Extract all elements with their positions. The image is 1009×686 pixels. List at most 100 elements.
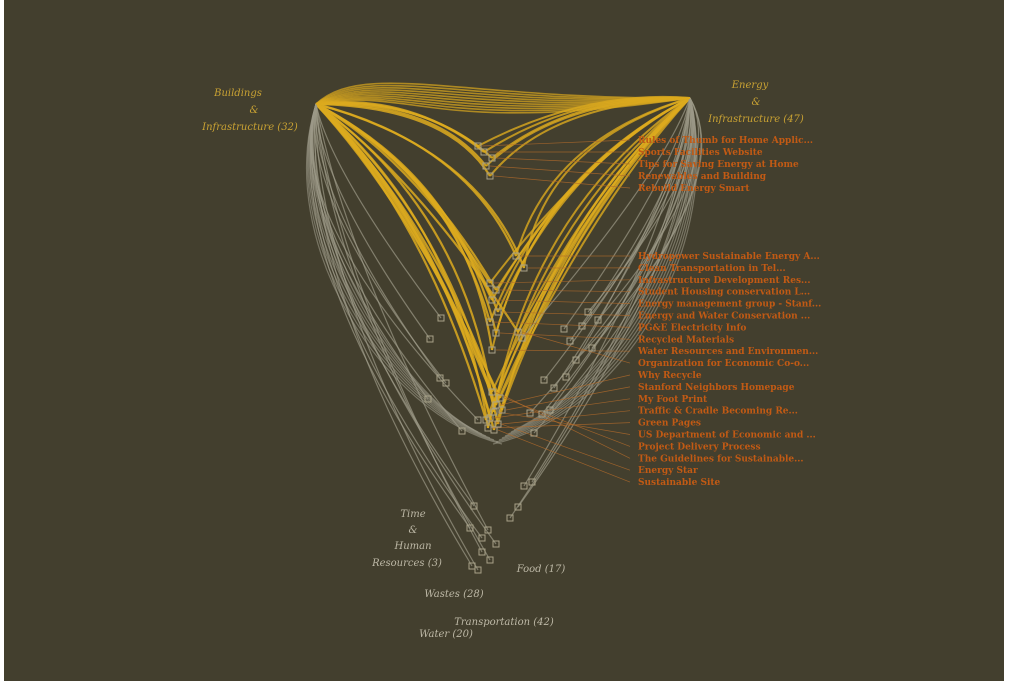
leader-line — [495, 157, 631, 165]
node-square — [494, 308, 502, 316]
node-square — [498, 406, 506, 414]
leaf-label-main-15: US Department of Economic and ... — [638, 431, 816, 441]
category-time-line-2: & — [409, 525, 418, 536]
edge-outline-right — [504, 97, 695, 437]
node-square — [520, 482, 528, 490]
node-square — [490, 408, 498, 416]
edge-outline-right — [492, 97, 698, 445]
node-square — [550, 384, 558, 392]
category-time-line-4: Resources (3) — [371, 558, 442, 569]
leaf-label-main-7: Recycled Materials — [638, 335, 734, 345]
edge-grey — [531, 97, 691, 483]
leaf-label-main-16: Project Delivery Process — [638, 442, 761, 452]
edge-top-arc — [315, 97, 691, 112]
edge-outline-left — [312, 103, 475, 431]
node-square — [546, 406, 554, 414]
edge-top-arc — [315, 89, 691, 105]
node-square — [482, 162, 490, 170]
node-square — [562, 373, 570, 381]
node-square — [506, 514, 514, 522]
edge-top-arc — [315, 96, 691, 110]
node-square — [474, 566, 482, 574]
edge-grey — [563, 97, 691, 330]
edge-top-arc — [315, 94, 691, 108]
edge-grey — [315, 103, 489, 531]
edge-top-arc — [315, 97, 691, 114]
edge-right-gold — [499, 97, 691, 399]
edges-layer — [306, 82, 703, 571]
leader-line — [493, 321, 631, 328]
leaf-label-main-19: Sustainable Site — [638, 478, 721, 488]
edge-outline-left — [306, 103, 499, 443]
leaf-label-main-9: Organization for Economic Co-o... — [638, 359, 809, 369]
diagram-canvas: Buildings & Infrastructure (32) Energy &… — [4, 0, 1004, 681]
edge-grey — [509, 97, 691, 519]
node-square — [437, 314, 445, 322]
leader-line — [489, 165, 631, 177]
leader-line — [497, 429, 631, 483]
leader-line — [481, 139, 631, 147]
edge-grey — [314, 103, 497, 545]
edge-grey — [315, 103, 483, 553]
leader-line — [499, 332, 631, 340]
category-food: Food (17) — [516, 564, 566, 575]
node-square — [578, 322, 586, 330]
category-wastes: Wastes (28) — [424, 589, 483, 600]
edge-top-arc — [315, 82, 691, 105]
edge-top-arc — [315, 87, 691, 105]
node-square — [494, 420, 502, 428]
node-square — [572, 356, 580, 364]
edge-grey — [521, 97, 691, 339]
category-energy-line-1: Energy — [731, 80, 769, 91]
leader-line — [499, 289, 631, 293]
node-square — [436, 374, 444, 382]
edge-grey — [315, 103, 479, 571]
category-buildings-line-2: & — [250, 105, 259, 116]
node-square — [470, 502, 478, 510]
edge-left-gold — [315, 103, 494, 351]
edge-outline-left — [309, 103, 487, 437]
leader-line — [493, 398, 631, 419]
edge-outline-left — [307, 103, 495, 441]
edge-grey — [312, 103, 475, 507]
leaf-label-main-10: Why Recycle — [637, 371, 702, 381]
edge-grey — [315, 103, 491, 561]
leaf-label-main-13: Traffic & Cradle Becoming Re... — [638, 407, 798, 417]
node-square — [490, 426, 498, 434]
node-square — [486, 556, 494, 564]
leaf-label-main-5: Energy and Water Conservation ... — [638, 312, 810, 322]
node-square — [478, 548, 486, 556]
edge-right-gold — [493, 97, 691, 431]
leaf-label-main-12: My Foot Print — [638, 395, 708, 405]
leaf-labels: Rules of Thumb for Home Applic... Sports … — [637, 136, 821, 488]
leaf-label-main-18: Energy Star — [638, 466, 698, 476]
node-square — [588, 344, 596, 352]
edge-top-arc — [315, 91, 691, 105]
leader-line — [493, 279, 631, 284]
category-buildings-line-1: Buildings — [213, 88, 262, 99]
edge-left-gold — [315, 103, 496, 431]
leaf-label-top-3: Renewables and Building — [638, 172, 767, 182]
leader-line — [497, 411, 631, 435]
node-square — [526, 409, 534, 417]
edge-top-arc — [315, 93, 691, 106]
edge-right-gold — [491, 97, 691, 351]
node-square — [566, 337, 574, 345]
leader-line — [495, 349, 631, 352]
node-square — [488, 154, 496, 162]
leaf-label-main-0: Hydropower Sustainable Energy A... — [638, 252, 820, 262]
leader-line — [491, 422, 631, 429]
leaf-label-main-17: The Guidelines for Sustainable... — [638, 454, 804, 464]
node-square — [514, 503, 522, 511]
edge-outline-right — [510, 97, 693, 433]
edge-top-arc — [315, 84, 691, 105]
node-square — [530, 429, 538, 437]
category-energy: Energy & Infrastructure (47) — [707, 80, 804, 125]
node-square — [528, 478, 536, 486]
leader-line — [501, 410, 631, 425]
leader-line — [505, 386, 631, 411]
node-square — [538, 410, 546, 418]
node-square — [560, 325, 568, 333]
leader-line — [499, 374, 631, 406]
